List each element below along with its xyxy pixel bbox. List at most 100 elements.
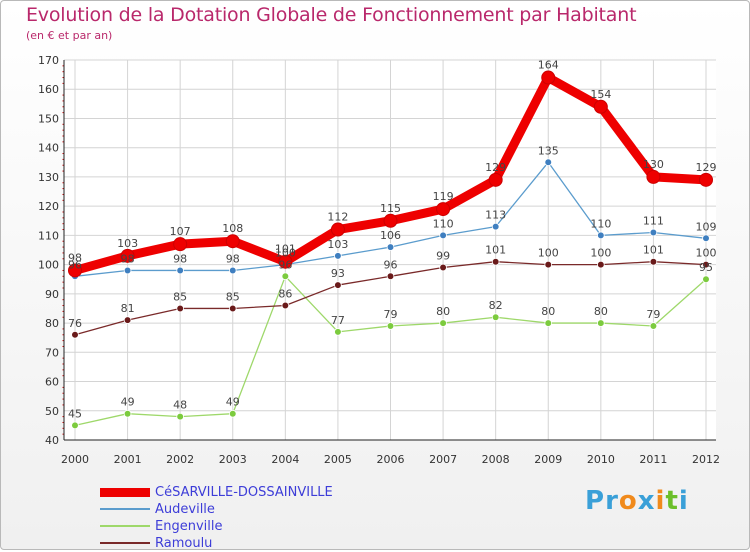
data-label: 111 bbox=[643, 214, 664, 227]
data-point bbox=[123, 409, 132, 418]
chart-title: Evolution de la Dotation Globale de Fonc… bbox=[26, 4, 637, 26]
y-tick-label: 140 bbox=[38, 142, 59, 155]
legend-swatch bbox=[100, 508, 150, 510]
data-label: 81 bbox=[121, 302, 135, 315]
data-label: 80 bbox=[541, 305, 555, 318]
legend-label: Ramoulu bbox=[155, 536, 213, 551]
data-point bbox=[702, 234, 710, 243]
legend-label: Engenville bbox=[155, 519, 223, 534]
data-label: 112 bbox=[327, 211, 348, 224]
data-label: 100 bbox=[275, 247, 296, 260]
data-label: 45 bbox=[68, 407, 82, 420]
data-label: 49 bbox=[121, 396, 135, 409]
data-point bbox=[176, 304, 184, 313]
brand-letter: r bbox=[605, 486, 619, 516]
x-tick-label: 2006 bbox=[377, 453, 405, 466]
x-tick-label: 2007 bbox=[429, 453, 457, 466]
data-label: 103 bbox=[117, 237, 138, 250]
data-label: 98 bbox=[226, 252, 240, 265]
data-point bbox=[597, 319, 605, 327]
data-point bbox=[491, 313, 500, 322]
data-point bbox=[281, 301, 290, 310]
y-tick-label: 40 bbox=[45, 434, 59, 447]
data-point bbox=[228, 304, 237, 313]
data-point bbox=[646, 169, 661, 184]
data-label: 96 bbox=[384, 258, 398, 271]
y-tick-label: 170 bbox=[38, 54, 59, 67]
data-point bbox=[120, 248, 135, 263]
data-label: 79 bbox=[384, 308, 398, 321]
brand-logo: Proxiti bbox=[585, 486, 689, 516]
data-label: 110 bbox=[433, 217, 454, 230]
y-tick-label: 100 bbox=[38, 259, 59, 272]
x-tick-label: 2003 bbox=[219, 453, 247, 466]
axis-layer: 40 50 60 70 80 90 100 110 120 130 140 150 160 170 2000… bbox=[38, 54, 720, 466]
data-label: 98 bbox=[173, 252, 187, 265]
data-point bbox=[334, 281, 342, 289]
y-tick-label: 130 bbox=[38, 171, 59, 184]
brand-letter: i bbox=[678, 486, 689, 516]
data-label: 119 bbox=[433, 190, 454, 203]
data-point bbox=[491, 222, 500, 231]
data-label: 80 bbox=[594, 305, 608, 318]
data-point bbox=[439, 319, 447, 327]
data-label: 164 bbox=[538, 59, 559, 72]
y-tick-label: 50 bbox=[45, 405, 59, 418]
data-point bbox=[173, 237, 188, 252]
data-label: 95 bbox=[699, 261, 713, 274]
data-label: 98 bbox=[121, 252, 135, 265]
data-point bbox=[597, 260, 605, 269]
data-point bbox=[541, 70, 556, 85]
data-label: 82 bbox=[489, 299, 503, 312]
data-point bbox=[281, 272, 290, 281]
data-point bbox=[71, 421, 79, 430]
data-label: 110 bbox=[590, 217, 611, 230]
data-point bbox=[702, 260, 710, 269]
data-label: 154 bbox=[590, 88, 611, 101]
data-point bbox=[386, 322, 395, 330]
data-label: 109 bbox=[696, 220, 717, 233]
x-tick-label: 2012 bbox=[692, 453, 720, 466]
data-label: 107 bbox=[170, 225, 191, 238]
data-label: 93 bbox=[331, 267, 345, 280]
data-point bbox=[68, 263, 82, 278]
brand-letter: o bbox=[618, 486, 638, 516]
x-tick-label: 2011 bbox=[639, 453, 667, 466]
x-tick-label: 2008 bbox=[482, 453, 510, 466]
data-point bbox=[544, 158, 553, 167]
series-layer bbox=[68, 70, 713, 430]
data-label: 100 bbox=[538, 247, 559, 260]
data-label: 108 bbox=[222, 222, 243, 235]
data-point bbox=[176, 412, 184, 421]
data-point bbox=[593, 99, 608, 114]
data-label: 96 bbox=[68, 258, 82, 271]
data-label: 115 bbox=[380, 202, 401, 215]
data-point bbox=[334, 252, 342, 260]
data-label: 100 bbox=[696, 247, 717, 260]
legend-label: CéSARVILLE-DOSSAINVILLE bbox=[155, 485, 333, 500]
data-point bbox=[228, 266, 237, 275]
data-point bbox=[176, 266, 184, 275]
data-point bbox=[330, 222, 345, 237]
data-label: 135 bbox=[538, 144, 559, 157]
legend-swatch bbox=[100, 487, 150, 497]
data-label: 101 bbox=[485, 244, 506, 257]
data-label: 49 bbox=[226, 396, 240, 409]
data-point bbox=[544, 319, 553, 327]
data-point bbox=[386, 243, 395, 251]
legend-label: Audeville bbox=[155, 502, 215, 517]
data-point bbox=[649, 228, 658, 237]
data-point bbox=[436, 202, 451, 217]
x-tick-label: 2009 bbox=[534, 453, 562, 466]
data-label: 103 bbox=[327, 238, 348, 251]
legend-swatch bbox=[100, 525, 150, 527]
data-label: 101 bbox=[275, 243, 296, 256]
data-point bbox=[228, 409, 237, 418]
y-tick-label: 80 bbox=[45, 317, 59, 330]
y-tick-label: 110 bbox=[38, 229, 59, 242]
y-tick-label: 120 bbox=[38, 200, 59, 213]
data-point bbox=[439, 231, 447, 240]
data-point bbox=[702, 275, 710, 284]
